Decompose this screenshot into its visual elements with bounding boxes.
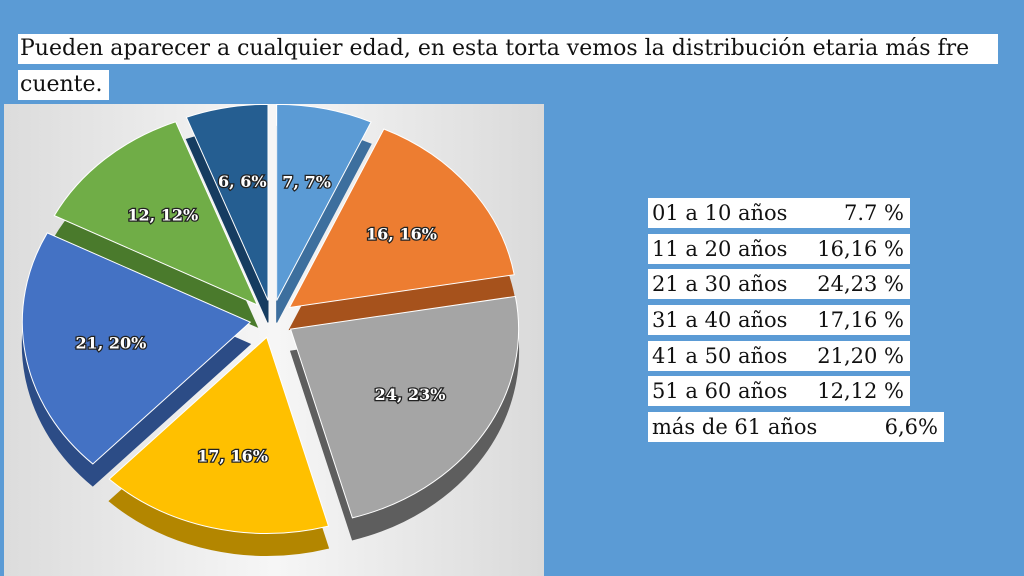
slide-title-line-2: cuente.	[18, 70, 109, 100]
legend-label: 51 a 60 años	[652, 379, 788, 403]
pie-slice	[108, 336, 330, 534]
legend-value: 7.7 %	[843, 201, 904, 225]
legend-row: 01 a 10 años 7.7 %	[648, 198, 910, 228]
pie-chart-panel: 7, 7% 16, 16% 24, 23% 17, 16% 21, 20% 12, 12%…	[4, 104, 544, 576]
pie-slice-label: 7, 7%	[282, 173, 331, 192]
legend-label: 41 a 50 años	[652, 344, 788, 368]
legend-label: 21 a 30 años	[652, 272, 788, 296]
pie-slice-label: 12, 12%	[127, 206, 198, 225]
legend-value: 17,16 %	[817, 308, 904, 332]
pie-slice-label: 6, 6%	[218, 172, 267, 191]
legend-row: 51 a 60 años 12,12 %	[648, 376, 910, 406]
pie-slice	[288, 128, 515, 309]
legend-row: más de 61 años 6,6%	[648, 412, 944, 442]
pie-slice-label: 21, 20%	[75, 333, 146, 352]
slide-title-line-1: Pueden aparecer a cualquier edad, en est…	[18, 34, 998, 64]
legend-label: 01 a 10 años	[652, 201, 788, 225]
legend-label: más de 61 años	[652, 415, 818, 439]
pie-slice	[21, 232, 252, 465]
legend-row: 41 a 50 años 21,20 %	[648, 341, 910, 371]
pie-slice	[289, 295, 520, 519]
legend-row: 11 a 20 años 16,16 %	[648, 234, 910, 264]
legend-label: 31 a 40 años	[652, 308, 788, 332]
legend-row: 21 a 30 años 24,23 %	[648, 269, 910, 299]
legend-label: 11 a 20 años	[652, 237, 788, 261]
pie-chart: 7, 7% 16, 16% 24, 23% 17, 16% 21, 20% 12, 12%…	[21, 104, 520, 556]
pie-slice-label: 24, 23%	[375, 385, 446, 404]
pie-slice	[185, 104, 269, 301]
legend-value: 12,12 %	[817, 379, 904, 403]
pie-slice-label: 16, 16%	[366, 224, 437, 243]
legend-row: 31 a 40 años 17,16 %	[648, 305, 910, 335]
legend-value: 16,16 %	[817, 237, 904, 261]
legend-value: 24,23 %	[817, 272, 904, 296]
pie-slice	[276, 104, 372, 301]
legend-value: 21,20 %	[817, 344, 904, 368]
legend-value: 6,6%	[884, 415, 938, 439]
pie-slice-label: 17, 16%	[197, 446, 268, 465]
pie-slice	[53, 121, 259, 306]
